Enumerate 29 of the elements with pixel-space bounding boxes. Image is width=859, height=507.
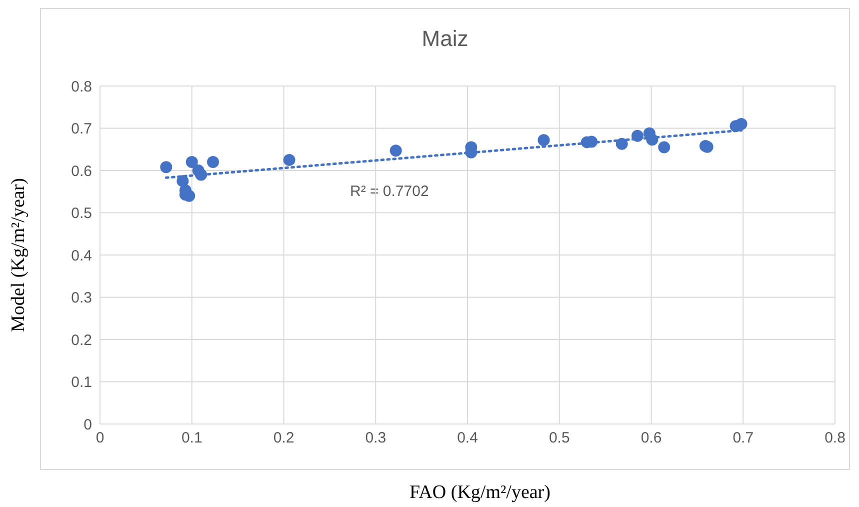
x-axis-title: FAO (Kg/m²/year) [410, 482, 550, 503]
point [283, 154, 296, 166]
x-tick-label: 0.4 [457, 430, 478, 447]
point [390, 144, 402, 157]
point [186, 156, 198, 168]
y-axis-title: Model (Kg/m²/year) [8, 178, 29, 332]
chart-title: Maiz [420, 26, 470, 52]
x-tick-label: 0.6 [640, 430, 662, 447]
x-tick-label: 0 [96, 430, 104, 447]
point [658, 141, 670, 154]
y-tick-label: 0.4 [71, 247, 92, 264]
point [207, 156, 220, 168]
x-tick-label: 0.7 [732, 430, 754, 447]
point [538, 134, 550, 146]
y-tick-label: 0.8 [71, 78, 92, 96]
x-tick-label: 0.8 [824, 430, 846, 447]
x-tick-label: 0.2 [273, 430, 294, 447]
y-tick-label: 0.6 [71, 162, 92, 180]
y-tick-label: 0.1 [71, 374, 92, 392]
point [735, 118, 748, 130]
y-tick-label: 0 [84, 416, 92, 434]
y-tick-label: 0.5 [71, 205, 92, 222]
y-tick-label: 0.7 [71, 120, 92, 138]
x-tick-label: 0.1 [181, 430, 202, 447]
y-tick-label: 0.2 [71, 332, 92, 349]
x-tick-label: 0.5 [548, 430, 570, 447]
y-tick-label: 0.3 [71, 290, 92, 307]
point [160, 161, 172, 174]
x-tick-label: 0.3 [365, 430, 386, 447]
